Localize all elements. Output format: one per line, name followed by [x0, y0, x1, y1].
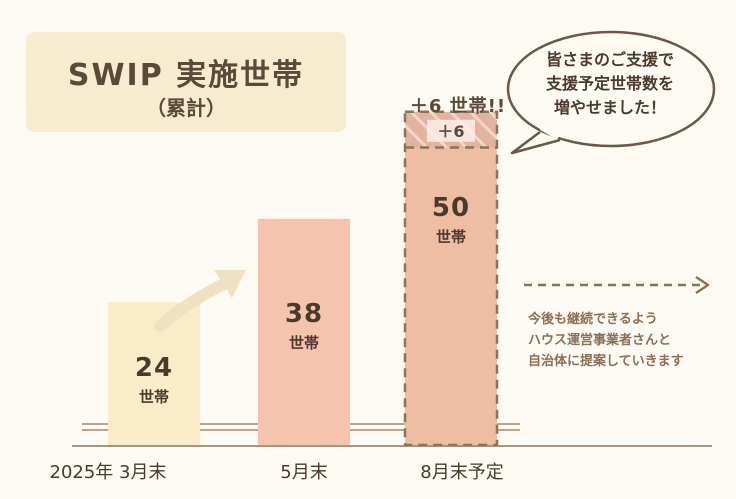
increase-note: ＋6 世帯!! [409, 96, 507, 117]
future-arrow-head [695, 275, 710, 295]
category-label-3: 8月末予定 [420, 462, 503, 483]
added-value-label: ＋6 [437, 122, 464, 141]
chart-title: SWIP 実施世帯 [67, 58, 305, 93]
bar-3-unit-label: 世帯 [436, 228, 466, 246]
bar-3 [405, 147, 497, 445]
growth-arrow-shaft [154, 276, 234, 332]
bar-2-value-label: 38 [285, 299, 323, 329]
speech-bubble [506, 30, 716, 148]
bar-3-dashed-outline [403, 110, 499, 447]
bar-1-value-label: 24 [135, 353, 173, 383]
speech-bubble-tail-mask [539, 126, 560, 140]
growth-arrow-head [214, 270, 246, 298]
bar-1-unit-label: 世帯 [139, 388, 169, 406]
category-label-1: 2025年 3月末 [50, 462, 167, 483]
bar-3-value-label: 50 [432, 193, 470, 223]
speech-bubble-line: 皆さまのご支援で 支援予定世帯数を 増やせました！ [545, 50, 674, 117]
chart-subtitle: （累計） [146, 96, 226, 120]
title-box: SWIP 実施世帯 （累計） [26, 32, 346, 132]
future-note: 今後も継続できるよう ハウス運営事業者さんと 自治体に提案していきます [528, 309, 728, 372]
future-note-text: 今後も継続できるよう ハウス運営事業者さんと 自治体に提案していきます [528, 312, 684, 369]
category-label-2: 5月末 [280, 462, 327, 483]
bar-2-unit-label: 世帯 [289, 334, 319, 352]
speech-bubble-tail [510, 131, 561, 155]
added-label-box [427, 119, 475, 142]
speech-bubble-text: 皆さまのご支援で 支援予定世帯数を 増やせました！ [520, 48, 700, 120]
bar-2 [258, 218, 350, 445]
